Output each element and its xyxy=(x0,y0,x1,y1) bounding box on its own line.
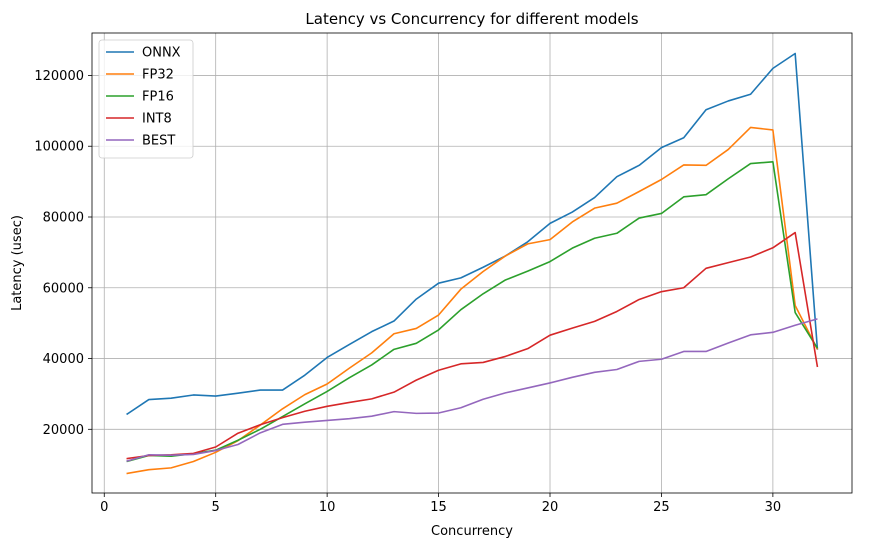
series-line-onnx xyxy=(126,52,819,416)
y-tick-label: 100000 xyxy=(34,140,84,155)
series-line-best xyxy=(126,318,818,462)
legend-label-fp16: FP16 xyxy=(142,90,174,105)
legend-label-fp32: FP32 xyxy=(142,68,174,83)
x-tick-label: 5 xyxy=(212,500,220,515)
legend-label-int8: INT8 xyxy=(142,112,172,127)
y-tick-label: 60000 xyxy=(43,281,84,296)
x-tick-label: 0 xyxy=(100,500,108,515)
x-tick-label: 10 xyxy=(319,500,336,515)
y-tick-label: 20000 xyxy=(43,423,84,438)
y-tick-label: 80000 xyxy=(43,211,84,226)
legend-box xyxy=(98,39,194,159)
x-tick-label: 20 xyxy=(542,500,559,515)
plot-frame xyxy=(91,32,853,494)
series-layer xyxy=(126,52,819,475)
x-axis-label: Concurrency xyxy=(431,524,513,539)
grid xyxy=(92,33,852,493)
chart-title: Latency vs Concurrency for different mod… xyxy=(305,10,638,28)
x-tick-label: 15 xyxy=(430,500,447,515)
y-axis-ticks: 20000 40000 60000 80000 100000 120000 xyxy=(34,69,92,438)
x-tick-label: 30 xyxy=(765,500,782,515)
series-line-fp16 xyxy=(126,161,819,463)
y-tick-label: 120000 xyxy=(34,69,84,84)
x-axis-ticks: 0 5 10 15 20 25 30 xyxy=(100,493,781,515)
legend-label-best: BEST xyxy=(142,134,175,149)
x-tick-label: 25 xyxy=(653,500,670,515)
series-line-int8 xyxy=(126,231,819,460)
y-tick-label: 40000 xyxy=(43,352,84,367)
y-axis-label: Latency (usec) xyxy=(10,215,25,311)
legend: ONNX FP32 FP16 INT8 BEST xyxy=(98,39,194,159)
legend-label-onnx: ONNX xyxy=(142,46,181,61)
